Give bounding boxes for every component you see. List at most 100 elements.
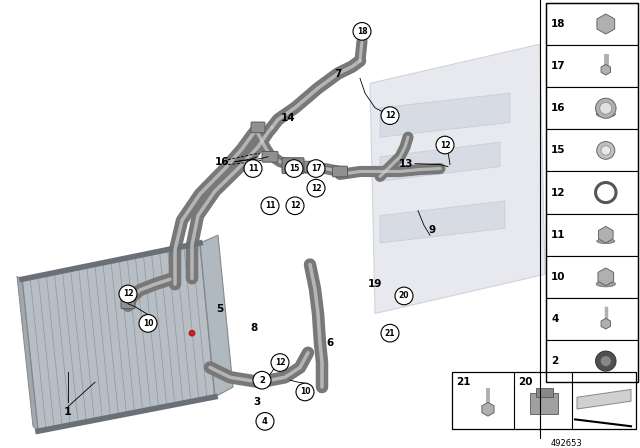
Text: 12: 12 <box>385 111 396 120</box>
Text: 4: 4 <box>551 314 558 324</box>
Bar <box>546 87 638 129</box>
Polygon shape <box>22 243 215 431</box>
Text: 15: 15 <box>551 146 566 155</box>
Text: 19: 19 <box>368 279 382 289</box>
Bar <box>546 214 638 256</box>
Text: 16: 16 <box>551 103 566 113</box>
Text: 6: 6 <box>326 338 333 348</box>
Circle shape <box>253 371 271 389</box>
Text: 10: 10 <box>300 388 310 396</box>
Text: 12: 12 <box>123 289 133 298</box>
Text: 21: 21 <box>456 377 470 387</box>
Circle shape <box>244 160 262 177</box>
Text: 10: 10 <box>551 272 566 282</box>
Circle shape <box>119 285 137 303</box>
Polygon shape <box>601 319 611 329</box>
Polygon shape <box>370 44 545 314</box>
Text: 2: 2 <box>259 376 265 385</box>
Polygon shape <box>482 402 494 416</box>
Polygon shape <box>601 65 611 75</box>
Ellipse shape <box>596 111 616 117</box>
Circle shape <box>436 136 454 154</box>
Circle shape <box>353 22 371 40</box>
Circle shape <box>600 356 611 366</box>
Polygon shape <box>380 142 500 181</box>
FancyBboxPatch shape <box>251 122 265 133</box>
Circle shape <box>601 146 611 155</box>
Text: 2: 2 <box>551 356 558 366</box>
Text: 7: 7 <box>334 69 342 79</box>
Text: 4: 4 <box>262 417 268 426</box>
Polygon shape <box>577 389 631 409</box>
Text: 13: 13 <box>399 159 413 168</box>
Circle shape <box>381 324 399 342</box>
Text: 3: 3 <box>253 397 260 407</box>
Text: 20: 20 <box>518 377 532 387</box>
Polygon shape <box>17 276 38 431</box>
Text: 12: 12 <box>551 188 566 198</box>
Circle shape <box>261 197 279 215</box>
Text: 492653: 492653 <box>550 439 582 448</box>
Text: 18: 18 <box>356 27 367 36</box>
Bar <box>546 3 638 45</box>
Circle shape <box>307 160 325 177</box>
Circle shape <box>600 103 612 114</box>
Circle shape <box>296 383 314 401</box>
Text: 11: 11 <box>551 230 566 240</box>
Ellipse shape <box>596 281 616 287</box>
Polygon shape <box>200 235 233 397</box>
Ellipse shape <box>596 239 615 244</box>
Text: 5: 5 <box>216 304 223 314</box>
Circle shape <box>395 287 413 305</box>
Polygon shape <box>380 93 510 137</box>
Circle shape <box>596 98 616 118</box>
Circle shape <box>596 142 615 159</box>
Circle shape <box>381 107 399 125</box>
Text: 16: 16 <box>215 157 229 167</box>
Text: 12: 12 <box>275 358 285 367</box>
Text: 9: 9 <box>428 225 436 235</box>
Text: 12: 12 <box>311 184 321 193</box>
Bar <box>546 172 638 214</box>
Circle shape <box>596 351 616 371</box>
Bar <box>546 3 638 382</box>
Text: 17: 17 <box>310 164 321 173</box>
Text: 18: 18 <box>551 19 566 29</box>
Bar <box>546 298 638 340</box>
Bar <box>452 372 636 429</box>
Text: 20: 20 <box>399 292 409 301</box>
Polygon shape <box>598 226 613 243</box>
Bar <box>546 340 638 382</box>
Text: 1: 1 <box>64 407 72 417</box>
Circle shape <box>307 179 325 197</box>
FancyBboxPatch shape <box>536 388 553 397</box>
FancyBboxPatch shape <box>282 158 304 173</box>
Text: 14: 14 <box>281 112 295 123</box>
Bar <box>546 129 638 172</box>
Bar <box>546 256 638 298</box>
Circle shape <box>285 160 303 177</box>
Text: 10: 10 <box>143 319 153 328</box>
Circle shape <box>596 182 616 202</box>
Text: 11: 11 <box>265 201 275 210</box>
Text: 21: 21 <box>385 329 396 338</box>
Polygon shape <box>597 14 614 34</box>
Circle shape <box>139 314 157 332</box>
Circle shape <box>189 330 195 336</box>
Bar <box>546 45 638 87</box>
Text: 11: 11 <box>248 164 259 173</box>
FancyBboxPatch shape <box>262 151 278 162</box>
FancyBboxPatch shape <box>530 393 558 414</box>
Text: 8: 8 <box>250 323 258 333</box>
Circle shape <box>256 413 274 430</box>
FancyBboxPatch shape <box>298 161 312 172</box>
FancyBboxPatch shape <box>333 166 348 177</box>
Circle shape <box>271 354 289 371</box>
Circle shape <box>286 197 304 215</box>
Text: 15: 15 <box>289 164 299 173</box>
FancyBboxPatch shape <box>121 299 135 309</box>
Polygon shape <box>380 201 505 243</box>
Text: 12: 12 <box>290 201 300 210</box>
Polygon shape <box>598 268 614 286</box>
Text: 12: 12 <box>440 141 451 150</box>
